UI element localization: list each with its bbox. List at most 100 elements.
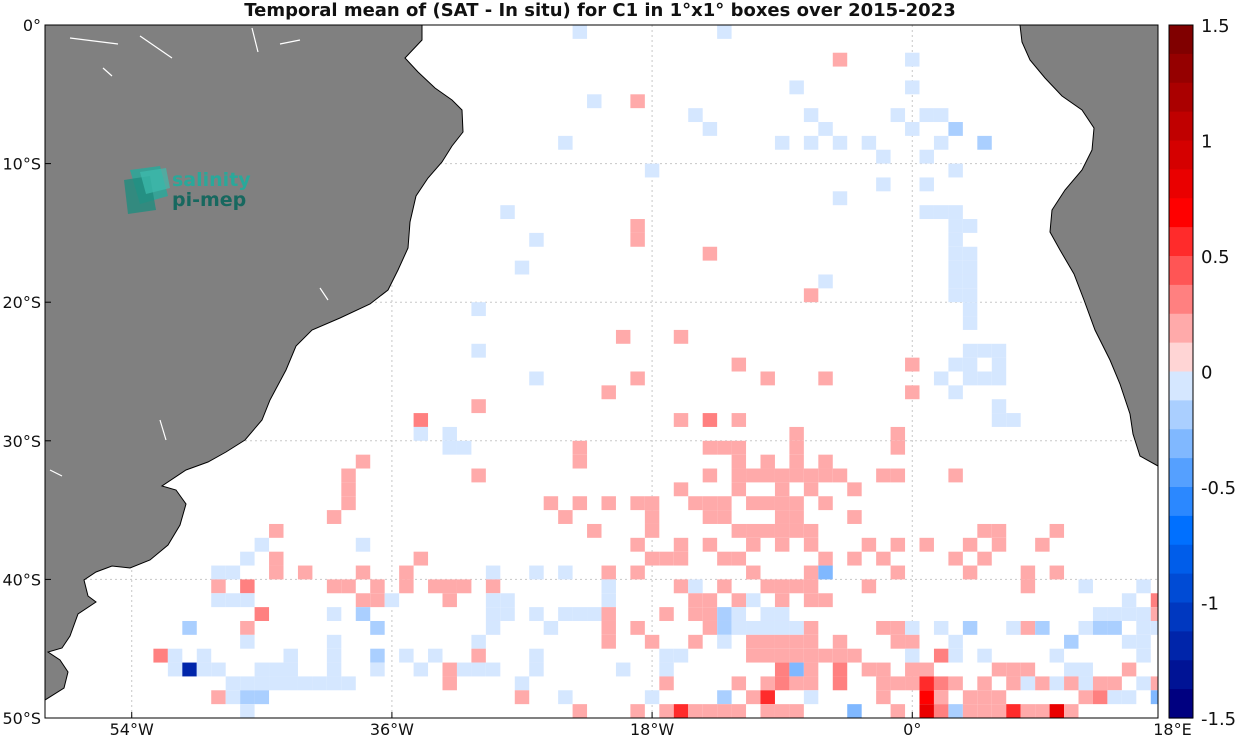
heatmap-cell	[977, 371, 992, 386]
heatmap-cell	[847, 510, 862, 524]
heatmap-cell	[1136, 648, 1151, 663]
heatmap-cell	[211, 690, 226, 705]
heatmap-cell	[1136, 607, 1151, 621]
colorbar-step	[1169, 458, 1193, 488]
heatmap-cell	[890, 634, 906, 649]
heatmap-cell	[326, 676, 342, 691]
heatmap-cell	[948, 163, 963, 178]
heatmap-cell	[1020, 676, 1036, 691]
heatmap-cell	[399, 579, 414, 594]
heatmap-cell	[832, 468, 848, 483]
heatmap-cell	[991, 662, 1007, 677]
heatmap-cell	[182, 662, 197, 677]
heatmap-cell	[355, 537, 371, 552]
heatmap-cell	[991, 690, 1007, 705]
heatmap-cell	[933, 620, 949, 635]
heatmap-cell	[991, 537, 1007, 552]
heatmap-cell	[1020, 579, 1036, 594]
heatmap-cell	[847, 482, 862, 497]
heatmap-cell	[601, 620, 616, 635]
heatmap-cell	[225, 565, 241, 580]
colorbar-step	[1169, 400, 1193, 430]
heatmap-cell	[240, 551, 255, 566]
heatmap-cell	[832, 634, 848, 649]
heatmap-cell	[1035, 620, 1050, 635]
heatmap-cell	[962, 260, 978, 275]
heatmap-cell	[688, 634, 703, 649]
heatmap-cell	[196, 662, 212, 677]
heatmap-cell	[789, 496, 804, 511]
colorbar-step	[1169, 689, 1193, 719]
heatmap-cell	[803, 468, 819, 483]
heatmap-cell	[962, 288, 978, 303]
heatmap-cell	[948, 676, 963, 691]
heatmap-cell	[1006, 704, 1021, 718]
colorbar: 1.5 1 0.5 0 -0.5 -1 -1.5	[1168, 16, 1236, 730]
logo-line-1: salinity	[172, 169, 251, 191]
colorbar-step	[1169, 602, 1193, 632]
heatmap-cell	[456, 440, 472, 455]
heatmap-cell	[587, 94, 602, 109]
heatmap-cell	[240, 676, 255, 691]
heatmap-cell	[630, 94, 645, 109]
heatmap-cell	[442, 579, 457, 594]
heatmap-cell	[760, 523, 775, 538]
colorbar-tick-label: -1.5	[1201, 709, 1236, 730]
heatmap-cell	[977, 704, 992, 718]
x-tick-label: 0°	[903, 720, 921, 739]
heatmap-cell	[514, 676, 530, 691]
heatmap-cell	[818, 454, 833, 469]
heatmap-cell	[1078, 676, 1093, 691]
heatmap-cell	[803, 690, 819, 705]
heatmap-cell	[803, 482, 819, 497]
heatmap-cell	[1049, 676, 1065, 691]
heatmap-cell	[413, 551, 429, 566]
heatmap-cell	[774, 135, 790, 150]
heatmap-cell	[1121, 607, 1137, 621]
plot-frame	[44, 24, 1159, 719]
heatmap-cell	[760, 690, 775, 705]
y-tick-label: 10°S	[2, 155, 41, 174]
colorbar-step	[1169, 371, 1193, 401]
heatmap-cell	[240, 690, 255, 705]
heatmap-cell	[948, 551, 963, 566]
heatmap-cell	[789, 634, 804, 649]
heatmap-cell	[673, 579, 689, 594]
heatmap-cell	[876, 468, 891, 483]
heatmap-cell	[659, 662, 674, 677]
heatmap-cell	[1006, 413, 1021, 427]
heatmap-cell	[413, 426, 429, 441]
heatmap-cell	[572, 440, 588, 455]
chart-title: Temporal mean of (SAT - In situ) for C1 …	[244, 0, 955, 21]
heatmap-cell	[702, 620, 718, 635]
heatmap-cell	[919, 205, 934, 220]
heatmap-cell	[948, 219, 963, 233]
heatmap-cell	[297, 565, 313, 580]
heatmap-cell	[269, 676, 284, 691]
heatmap-cell	[485, 662, 501, 677]
heatmap-cell	[514, 260, 530, 275]
heatmap-cell	[717, 496, 732, 511]
heatmap-cell	[1150, 620, 1158, 635]
heatmap-cell	[861, 537, 877, 552]
heatmap-cell	[1092, 676, 1108, 691]
heatmap-cell	[558, 565, 573, 580]
heatmap-cell	[1078, 579, 1093, 594]
heatmap-cell	[876, 662, 891, 677]
heatmap-cell	[572, 454, 588, 469]
heatmap-cell	[211, 593, 226, 608]
heatmap-cell	[933, 704, 949, 718]
heatmap-cell	[673, 704, 689, 718]
heatmap-cell	[803, 288, 819, 303]
heatmap-cell	[1107, 607, 1122, 621]
heatmap-cell	[717, 690, 732, 705]
heatmap-cell	[731, 440, 747, 455]
heatmap-cell	[991, 357, 1007, 372]
heatmap-cell	[702, 704, 718, 718]
heatmap-cell	[500, 607, 515, 621]
heatmap-cell	[355, 593, 371, 608]
x-tick-label: 18°E	[1153, 720, 1191, 739]
heatmap-cell	[760, 607, 775, 621]
heatmap-cell	[962, 246, 978, 261]
y-tick-label: 0°	[23, 16, 41, 35]
